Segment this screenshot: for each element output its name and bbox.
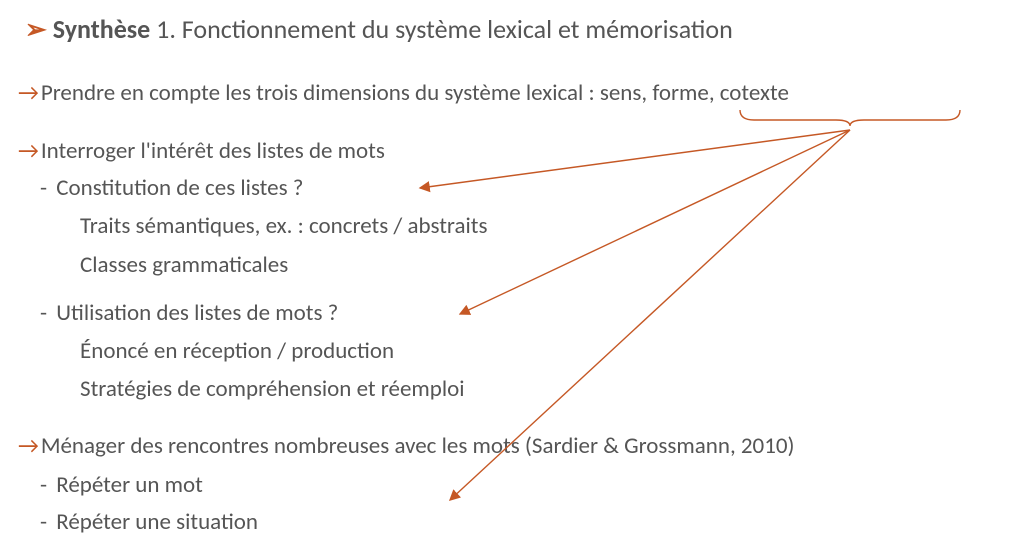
dash-icon: - [40, 174, 52, 202]
connector-arrow [460, 130, 850, 314]
arrow-icon: → [18, 432, 39, 460]
text-line: →Interroger l'intérêt des listes de mots [18, 138, 385, 166]
line-text: Énoncé en réception / production [80, 337, 394, 365]
line-text: Utilisation des listes de mots ? [56, 299, 338, 327]
line-text: Constitution de ces listes ? [56, 174, 303, 202]
dash-icon: - [40, 508, 52, 536]
arrow-icon: → [18, 79, 39, 107]
arrow-icon: → [18, 137, 39, 165]
text-line: Stratégies de compréhension et réemploi [80, 376, 465, 404]
text-line: - Répéter une situation [40, 509, 258, 537]
line-text: Répéter un mot [56, 471, 203, 499]
title-rest: 1. Fonctionnement du système lexical et … [150, 13, 733, 45]
line-text: Répéter une situation [56, 508, 258, 536]
line-text: Traits sémantiques, ex. : concrets / abs… [80, 212, 487, 240]
slide-root: ➢Synthèse 1. Fonctionnement du système l… [0, 0, 1018, 548]
brace [740, 110, 960, 126]
text-line: - Utilisation des listes de mots ? [40, 300, 338, 328]
text-line: →Ménager des rencontres nombreuses avec … [18, 433, 794, 461]
line-text: Prendre en compte les trois dimensions d… [41, 79, 789, 107]
slide-title: ➢Synthèse 1. Fonctionnement du système l… [25, 14, 733, 45]
line-text: Ménager des rencontres nombreuses avec l… [41, 432, 795, 460]
text-line: - Répéter un mot [40, 472, 203, 500]
connector-arrow [420, 130, 850, 188]
text-line: Énoncé en réception / production [80, 338, 394, 366]
line-text: Classes grammaticales [80, 251, 288, 279]
text-line: Classes grammaticales [80, 252, 288, 280]
dash-icon: - [40, 471, 52, 499]
line-text: Stratégies de compréhension et réemploi [80, 375, 465, 403]
title-bold: Synthèse [53, 13, 150, 45]
text-line: Traits sémantiques, ex. : concrets / abs… [80, 213, 487, 241]
dash-icon: - [40, 299, 52, 327]
chevron-icon: ➢ [25, 13, 47, 45]
text-line: - Constitution de ces listes ? [40, 175, 303, 203]
line-text: Interroger l'intérêt des listes de mots [41, 137, 385, 165]
text-line: →Prendre en compte les trois dimensions … [18, 80, 789, 108]
